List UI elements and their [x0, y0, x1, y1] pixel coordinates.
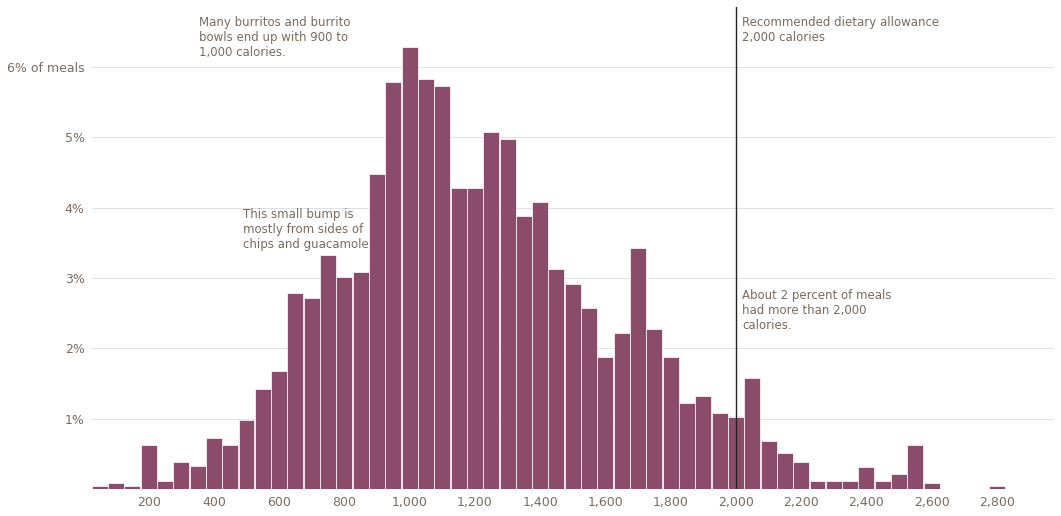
Bar	[564, 284, 580, 489]
Bar	[141, 445, 157, 489]
Bar	[874, 481, 891, 489]
Text: This small bump is
mostly from sides of
chips and guacamole.: This small bump is mostly from sides of …	[243, 207, 372, 251]
Bar	[483, 132, 500, 489]
Bar	[597, 357, 613, 489]
Bar	[467, 188, 483, 489]
Bar	[369, 174, 385, 489]
Bar	[858, 466, 874, 489]
Bar	[712, 413, 728, 489]
Bar	[434, 87, 450, 489]
Bar	[891, 474, 907, 489]
Bar	[630, 248, 646, 489]
Text: About 2 percent of meals
had more than 2,000
calories.: About 2 percent of meals had more than 2…	[743, 288, 892, 331]
Bar	[124, 486, 140, 489]
Bar	[728, 417, 744, 489]
Bar	[924, 483, 940, 489]
Bar	[255, 389, 271, 489]
Bar	[663, 357, 679, 489]
Bar	[613, 333, 630, 489]
Bar	[989, 486, 1005, 489]
Bar	[761, 441, 777, 489]
Bar	[385, 82, 401, 489]
Bar	[516, 216, 532, 489]
Bar	[418, 79, 434, 489]
Bar	[810, 481, 825, 489]
Bar	[695, 396, 711, 489]
Bar	[336, 277, 352, 489]
Bar	[91, 486, 107, 489]
Bar	[500, 139, 516, 489]
Bar	[794, 462, 810, 489]
Bar	[451, 188, 467, 489]
Bar	[190, 466, 206, 489]
Bar	[744, 378, 761, 489]
Bar	[679, 403, 695, 489]
Bar	[549, 269, 564, 489]
Bar	[777, 453, 793, 489]
Bar	[303, 298, 319, 489]
Bar	[206, 439, 222, 489]
Bar	[222, 445, 238, 489]
Bar	[288, 294, 303, 489]
Bar	[533, 202, 549, 489]
Text: Many burritos and burrito
bowls end up with 900 to
1,000 calories.: Many burritos and burrito bowls end up w…	[199, 16, 351, 59]
Bar	[108, 483, 124, 489]
Bar	[825, 481, 841, 489]
Bar	[272, 371, 288, 489]
Text: Recommended dietary allowance
2,000 calories: Recommended dietary allowance 2,000 calo…	[743, 16, 940, 44]
Bar	[173, 462, 189, 489]
Bar	[581, 308, 597, 489]
Bar	[352, 272, 368, 489]
Bar	[239, 420, 255, 489]
Bar	[157, 481, 173, 489]
Bar	[842, 481, 858, 489]
Bar	[907, 445, 923, 489]
Bar	[320, 255, 336, 489]
Bar	[402, 47, 418, 489]
Bar	[646, 329, 662, 489]
